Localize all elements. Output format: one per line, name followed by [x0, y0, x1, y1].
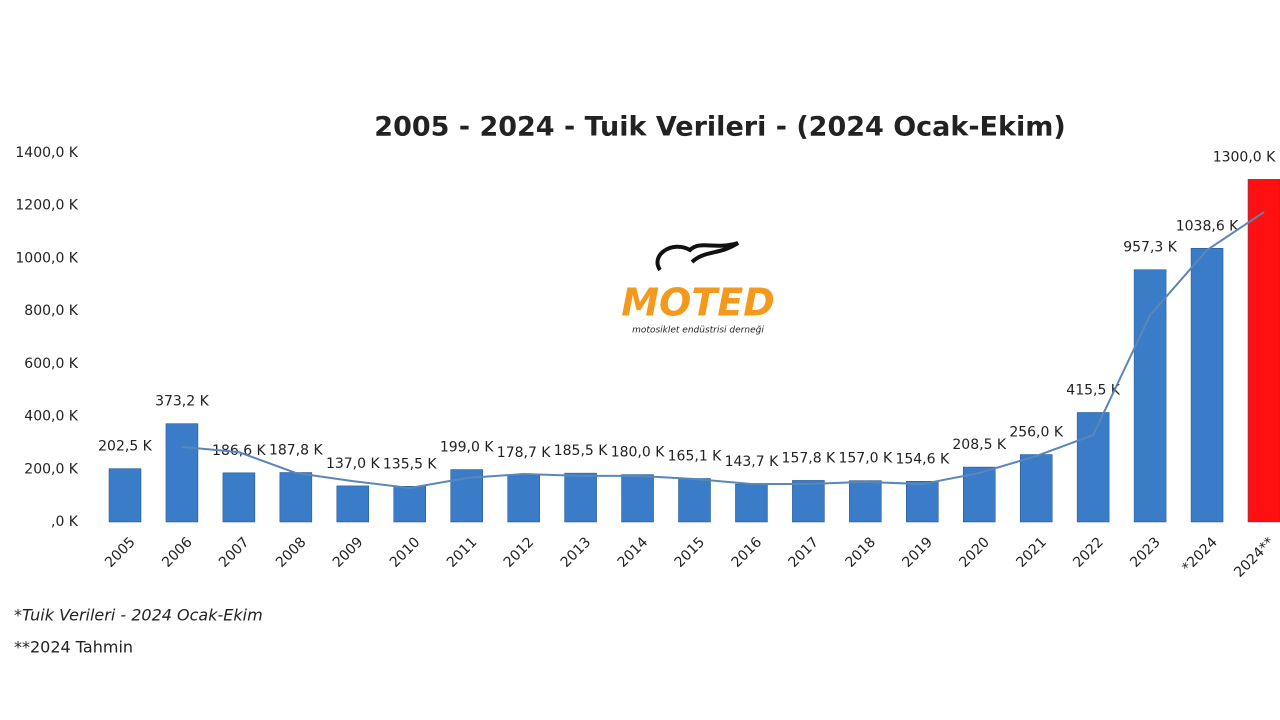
x-tick-label: 2019: [899, 534, 936, 571]
footnote: **2024 Tahmin: [14, 638, 133, 657]
value-label: 157,0 K: [838, 451, 893, 467]
bar: [792, 480, 825, 523]
y-tick-label: ,0 K: [51, 514, 79, 530]
value-label: 957,3 K: [1123, 240, 1178, 256]
value-label: 180,0 K: [611, 445, 666, 461]
logo-tagline: motosiklet endüstrisi derneği: [632, 326, 764, 336]
bar: [1076, 412, 1110, 523]
bar: [279, 472, 313, 523]
bar: [1019, 454, 1053, 523]
x-tick-label: 2011: [444, 534, 481, 571]
logo: MOTED motosiklet endüstrisi derneği: [621, 241, 775, 336]
value-label: 373,2 K: [155, 394, 210, 410]
bar: [564, 472, 597, 523]
value-label: 1300,0 K: [1213, 149, 1276, 165]
x-tick-label: 2013: [558, 534, 595, 571]
y-tick-label: 1000,0 K: [15, 250, 78, 266]
value-label: 154,6 K: [895, 451, 950, 467]
y-tick-label: 800,0 K: [24, 303, 79, 319]
x-tick-label: 2007: [216, 534, 253, 571]
y-tick-label: 400,0 K: [24, 409, 79, 425]
bar: [849, 480, 882, 523]
bar: [1133, 269, 1167, 523]
logo-mark: [655, 241, 740, 272]
bar: [108, 468, 142, 523]
value-label: 143,7 K: [725, 454, 780, 470]
x-tick-label: 2005: [102, 534, 139, 571]
value-label: 186,6 K: [212, 443, 267, 459]
value-label: 185,5 K: [554, 443, 609, 459]
bar: [507, 474, 540, 523]
value-label: 208,5 K: [952, 437, 1007, 453]
chart-title: 2005 - 2024 - Tuik Verileri - (2024 Ocak…: [374, 112, 1065, 143]
x-tick-label: 2012: [501, 534, 538, 571]
value-label: 165,1 K: [668, 448, 723, 464]
bar: [336, 485, 370, 523]
footnote: *Tuik Verileri - 2024 Ocak-Ekim: [14, 606, 263, 625]
value-label: 135,5 K: [383, 456, 438, 472]
x-tick-label: 2020: [956, 534, 993, 571]
x-tick-label: 2021: [1013, 534, 1050, 571]
x-tick-label: 2010: [387, 534, 424, 571]
bar: [222, 472, 256, 523]
value-label: 199,0 K: [440, 440, 495, 456]
bar: [450, 469, 483, 523]
value-label: 157,8 K: [782, 450, 837, 466]
y-tick-label: 1400,0 K: [15, 145, 78, 161]
x-tick-label: 2017: [786, 534, 823, 571]
bar: [165, 423, 199, 523]
x-tick-label: 2016: [729, 534, 766, 571]
x-tick-label: 2024**: [1231, 534, 1277, 580]
bar: [1247, 179, 1280, 523]
logo-name: MOTED: [621, 281, 775, 325]
value-label: 415,5 K: [1066, 382, 1121, 398]
bar: [678, 478, 711, 523]
value-label: 256,0 K: [1009, 425, 1064, 441]
bar: [906, 481, 939, 523]
x-tick-label: 2006: [159, 534, 196, 571]
value-label: 187,8 K: [269, 443, 324, 459]
x-tick-label: 2014: [615, 534, 652, 571]
bar: [393, 486, 426, 523]
bar: [621, 474, 654, 523]
bar: [1190, 248, 1224, 523]
y-tick-label: 200,0 K: [24, 461, 79, 477]
x-tick-label: 2009: [330, 534, 367, 571]
x-tick-label: 2018: [842, 534, 879, 571]
x-tick-label: 2022: [1070, 534, 1107, 571]
value-label: 202,5 K: [98, 439, 153, 455]
bar: [735, 483, 768, 523]
trend-line: [181, 211, 1265, 490]
x-tick-label: 2023: [1127, 534, 1164, 571]
x-tick-label: *2024: [1179, 534, 1221, 576]
bar: [963, 466, 996, 523]
value-label: 178,7 K: [497, 445, 552, 461]
y-tick-label: 600,0 K: [24, 356, 79, 372]
y-tick-label: 1200,0 K: [15, 198, 78, 214]
x-tick-label: 2015: [672, 534, 709, 571]
value-label: 137,0 K: [326, 456, 381, 472]
value-label: 1038,6 K: [1176, 218, 1239, 234]
x-tick-label: 2008: [273, 534, 310, 571]
